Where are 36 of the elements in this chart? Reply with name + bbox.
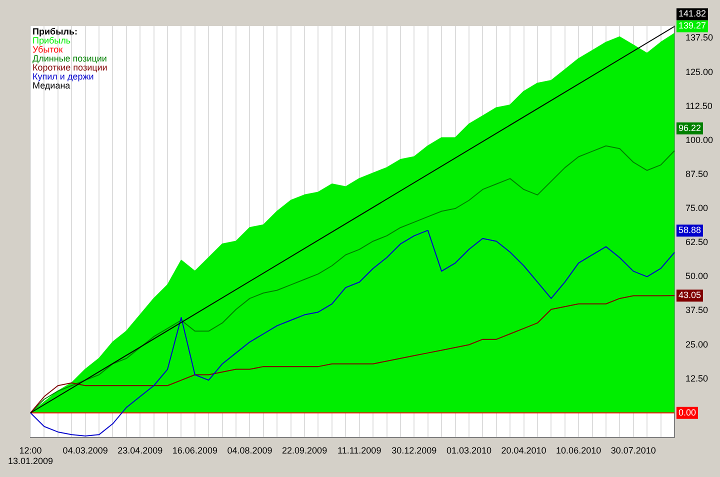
- data-label: 96.22: [678, 122, 702, 133]
- data-label: 139.27: [678, 20, 706, 31]
- x-tick-label: 11.11.2009: [337, 445, 382, 456]
- y-tick-label: 125.00: [685, 66, 714, 77]
- y-tick-label: 50.00: [685, 271, 708, 282]
- x-tick-label: 30.07.2010: [610, 445, 656, 456]
- text: Прибыль: [32, 35, 71, 46]
- text: Убыток: [32, 44, 63, 54]
- data-label: 141.82: [678, 8, 706, 19]
- x-tick-label: 20.04.2010: [501, 445, 546, 456]
- y-tick-label: 87.50: [685, 168, 708, 179]
- text: Медиана: [32, 80, 70, 90]
- y-tick-label: 25.00: [685, 339, 708, 350]
- x-tick-label: 10.06.2010: [556, 445, 602, 456]
- legend-title: Прибыль:: [32, 26, 78, 36]
- text: Купил и держи: [32, 71, 94, 82]
- x-tick-label: 30.12.2009: [392, 445, 437, 456]
- y-tick-label: 12.50: [685, 373, 708, 384]
- x-tick-label: 01.03.2010: [446, 445, 492, 456]
- y-tick-label: 62.50: [685, 237, 708, 248]
- x-tick-label: 23.04.2009: [118, 445, 163, 456]
- data-label: 0.00: [678, 407, 696, 418]
- x-tick-label: 16.06.2009: [172, 445, 218, 456]
- text: Короткие позиции: [32, 62, 108, 72]
- x-tick-label: 12:00 13.01.2009: [8, 445, 54, 466]
- text: Длинные позиции: [32, 53, 107, 64]
- data-label: 43.05: [678, 290, 702, 300]
- y-tick-label: 75.00: [685, 203, 708, 214]
- x-tick-label: 04.03.2009: [62, 445, 108, 456]
- data-label: 58.88: [678, 225, 702, 236]
- y-tick-label: 112.50: [685, 100, 712, 111]
- y-tick-label: 137.50: [685, 32, 714, 43]
- x-tick-label: 22.09.2009: [282, 445, 328, 456]
- x-tick-label: 04.08.2009: [227, 445, 272, 456]
- y-tick-label: 100.00: [685, 134, 714, 145]
- y-tick-label: 37.50: [685, 305, 708, 316]
